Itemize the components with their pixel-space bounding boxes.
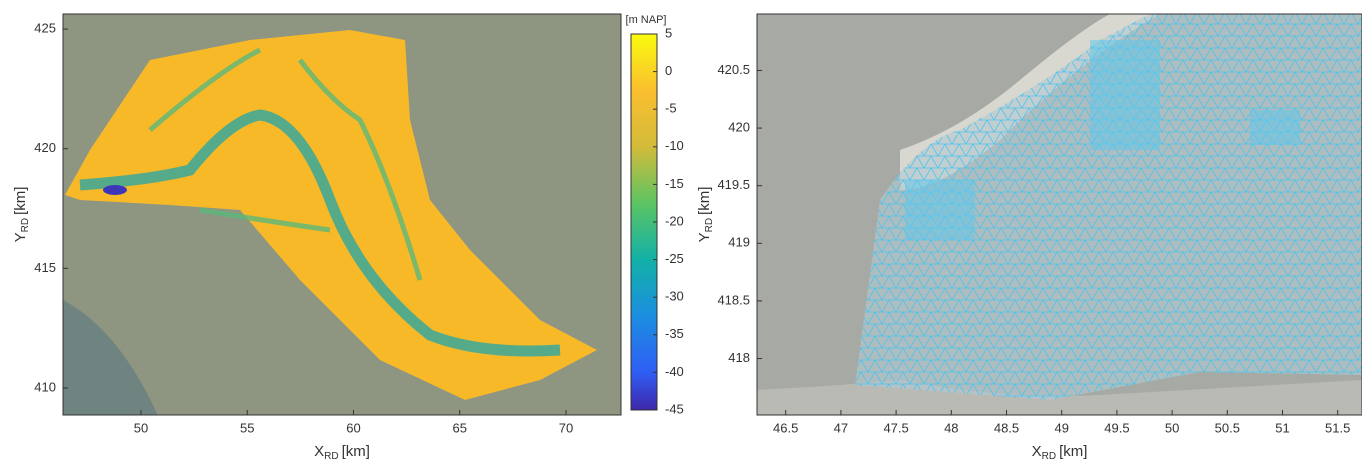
y-tick-label: 419.5 [717, 177, 750, 192]
left-axes-box [62, 13, 622, 416]
y-tick-label: 419 [728, 235, 750, 250]
colorbar-tick-label: -20 [665, 213, 684, 228]
x-tick-label: 65 [452, 420, 466, 435]
colorbar-tick-label: -10 [665, 138, 684, 153]
axis-label-sub: RD [704, 218, 715, 232]
colorbar-tick-label: 0 [665, 63, 672, 78]
colorbar-tick-label: -35 [665, 326, 684, 341]
colorbar-tick-label: -25 [665, 251, 684, 266]
x-tick-label: 48.5 [994, 420, 1019, 435]
x-tick-label: 51.5 [1325, 420, 1350, 435]
x-tick-label: 50 [134, 420, 148, 435]
y-tick-label: 418 [728, 350, 750, 365]
y-tick-label: 425 [34, 21, 56, 36]
right-axes-box [756, 13, 1362, 416]
axis-label-unit: [km] [12, 187, 29, 215]
y-tick-label: 420.5 [717, 62, 750, 77]
y-tick-label: 420 [728, 120, 750, 135]
x-tick-label: 50 [1165, 420, 1179, 435]
left-map-image [63, 14, 621, 415]
colorbar-tick-label: -45 [665, 401, 684, 416]
x-tick-label: 48 [944, 420, 958, 435]
x-tick-label: 47.5 [883, 420, 908, 435]
axis-label: XRD [km] [1032, 443, 1088, 462]
x-tick-label: 49 [1054, 420, 1068, 435]
right-map-image [757, 14, 1362, 415]
axis-label: YRD [km] [696, 187, 715, 243]
x-tick-label: 60 [346, 420, 360, 435]
colorbar-tick-label: -30 [665, 289, 684, 304]
axis-label: YRD [km] [12, 187, 31, 243]
axis-label: XRD [km] [314, 443, 370, 462]
axis-label-unit: [km] [342, 443, 370, 460]
colorbar [630, 33, 658, 411]
axis-label-text: Y [696, 232, 713, 242]
colorbar-tick-label: -5 [665, 101, 677, 116]
x-tick-label: 70 [559, 420, 573, 435]
colorbar-tick-label: -15 [665, 176, 684, 191]
axis-label-text: Y [12, 232, 29, 242]
axis-label-text: X [1032, 443, 1042, 460]
axis-label-sub: RD [324, 451, 338, 462]
axis-label-unit: [km] [1059, 443, 1087, 460]
y-tick-label: 418.5 [717, 292, 750, 307]
y-tick-label: 410 [34, 379, 56, 394]
x-tick-label: 55 [240, 420, 254, 435]
axis-label-unit: [km] [696, 187, 713, 215]
y-tick-label: 415 [34, 260, 56, 275]
colorbar-label: [m NAP] [626, 14, 667, 26]
y-tick-label: 420 [34, 140, 56, 155]
x-tick-label: 51 [1275, 420, 1289, 435]
colorbar-tick-label: 5 [665, 25, 672, 40]
x-tick-label: 46.5 [773, 420, 798, 435]
axis-label-sub: RD [20, 218, 31, 232]
colorbar-tick-label: -40 [665, 364, 684, 379]
x-tick-label: 49.5 [1104, 420, 1129, 435]
x-tick-label: 47 [834, 420, 848, 435]
axis-label-sub: RD [1042, 451, 1056, 462]
axis-label-text: X [314, 443, 324, 460]
x-tick-label: 50.5 [1215, 420, 1240, 435]
